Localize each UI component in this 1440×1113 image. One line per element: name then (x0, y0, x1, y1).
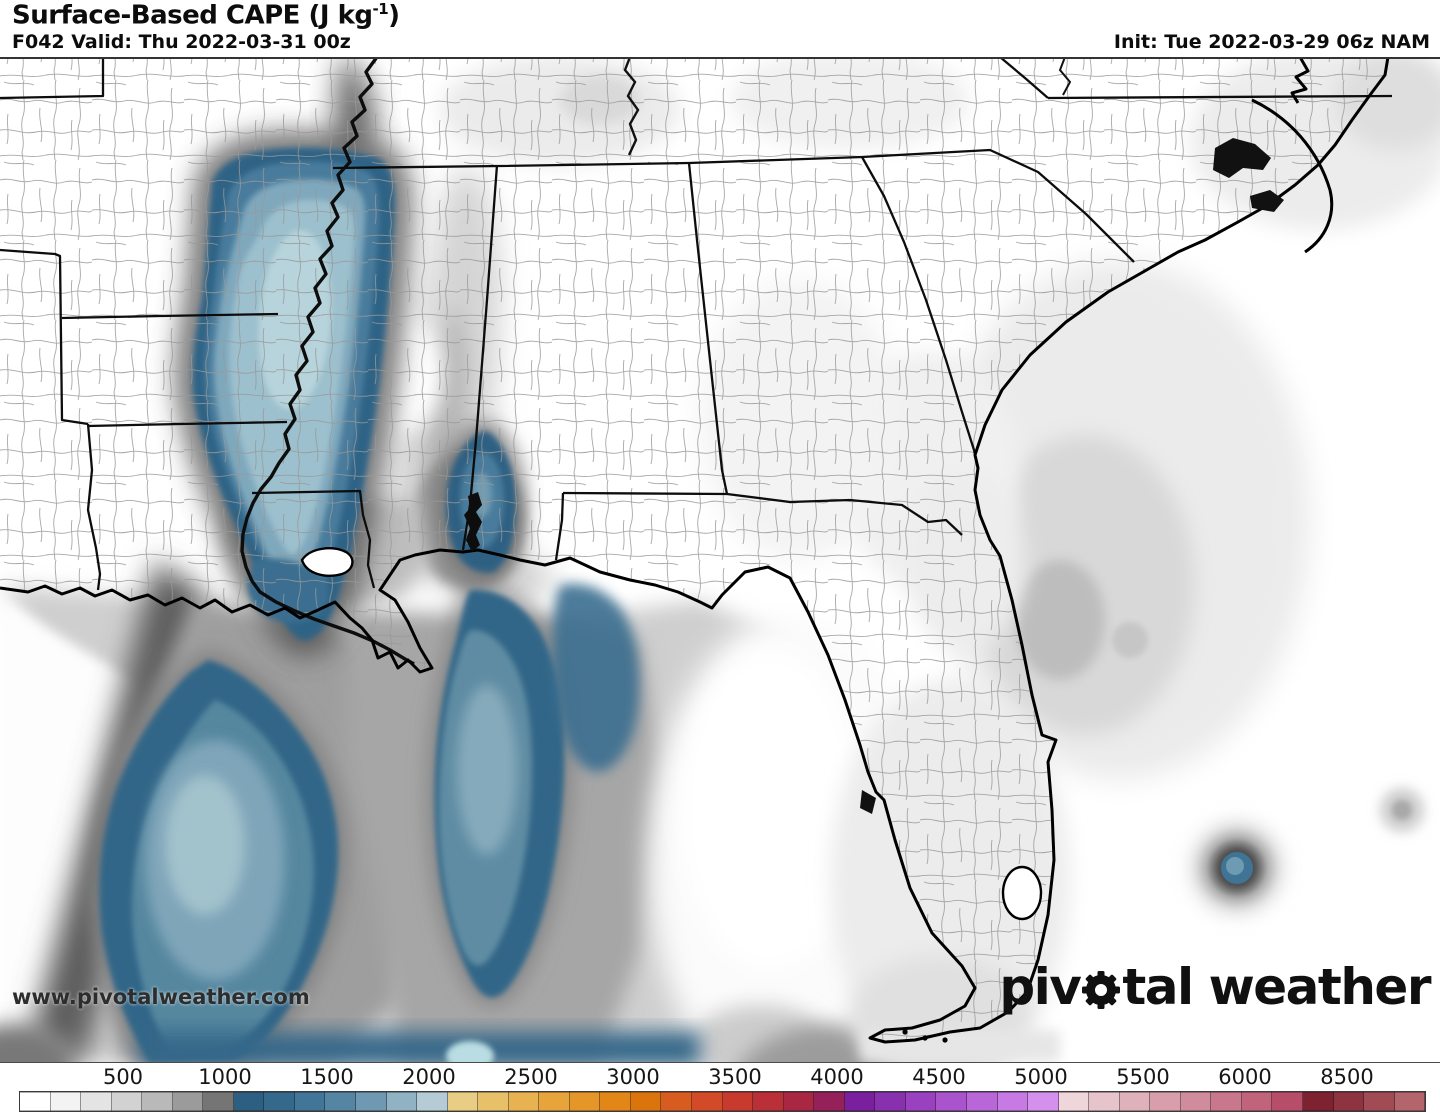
colorbar-segment (692, 1092, 723, 1111)
colorbar-tick-label: 3500 (708, 1065, 762, 1089)
colorbar-segment (966, 1092, 998, 1111)
watermark-url: www.pivotalweather.com (12, 985, 310, 1009)
colorbar-segment (936, 1092, 967, 1111)
colorbar-segment (417, 1092, 448, 1111)
colorbar-segment (264, 1092, 295, 1111)
brand-text-2: tal weather (1122, 958, 1431, 1016)
colorbar-segment (600, 1092, 631, 1111)
colorbar-segment (203, 1092, 234, 1111)
colorbar-tick-label: 1500 (300, 1065, 354, 1089)
mississippi-river (240, 59, 1072, 666)
colorbar-segment (1028, 1092, 1059, 1111)
colorbar-segment (1364, 1092, 1395, 1111)
colorbar-segment (447, 1092, 479, 1111)
colorbar-tick-label: 2000 (402, 1065, 456, 1089)
colorbar-segment (81, 1092, 112, 1111)
colorbar-segment (875, 1092, 906, 1111)
coastline (0, 59, 1390, 1044)
brand-text-1: piv (999, 958, 1082, 1016)
colorbar-tick-label: 2500 (504, 1065, 558, 1089)
weather-map: www.pivotalweather.com piv tal weather (0, 57, 1440, 1062)
colorbar-segment (111, 1092, 143, 1111)
colorbar-tick-label: 1000 (198, 1065, 252, 1089)
colorbar-segment (1058, 1092, 1090, 1111)
colorbar-segment (20, 1092, 51, 1111)
colorbar-segment (356, 1092, 387, 1111)
colorbar-segment (325, 1092, 357, 1111)
tampa-bay (860, 790, 876, 814)
colorbar-tick-label: 4000 (810, 1065, 864, 1089)
colorbar-segment (1180, 1092, 1212, 1111)
colorbar-segment (905, 1092, 937, 1111)
colorbar-segment (722, 1092, 754, 1111)
colorbar-segment (1394, 1092, 1426, 1111)
colorbar-segment (569, 1092, 601, 1111)
colorbar-segment (1302, 1092, 1334, 1111)
colorbar-segment (1241, 1092, 1273, 1111)
colorbar-tick-label: 3000 (606, 1065, 660, 1089)
lake-okeechobee (1001, 865, 1043, 921)
colorbar-segment (539, 1092, 570, 1111)
page-title: Surface-Based CAPE (J kg-1) (12, 0, 400, 31)
colorbar-segment (753, 1092, 784, 1111)
colorbar-segment (661, 1092, 693, 1111)
colorbar-segment (233, 1092, 265, 1111)
colorbar-segment (814, 1092, 845, 1111)
colorbar-tick-labels: 500 1000 1500 2000 2500 3000 3500 4000 4500 5000 5… (0, 1062, 1440, 1093)
mobile-bay (464, 492, 482, 552)
colorbar-segment (1119, 1092, 1151, 1111)
colorbar-segment (1272, 1092, 1303, 1111)
lakes (300, 138, 1284, 1043)
colorbar-tick-label: 4500 (912, 1065, 966, 1089)
colorbar-segment (630, 1092, 662, 1111)
init-time-label: Init: Tue 2022-03-29 06z NAM (1113, 31, 1430, 53)
colorbar-segment (50, 1092, 82, 1111)
colorbar-tick-label: 5500 (1116, 1065, 1170, 1089)
colorbar-segment (508, 1092, 540, 1111)
colorbar-segment (478, 1092, 509, 1111)
colorbar-tick-label: 5000 (1014, 1065, 1068, 1089)
colorbar-segment (997, 1092, 1029, 1111)
colorbar (19, 1091, 1426, 1112)
colorbar-tick-label: 500 (102, 1065, 144, 1089)
brand-logo: piv tal weather (999, 958, 1431, 1016)
colorbar-segment (783, 1092, 815, 1111)
cape-map-svg (0, 59, 1440, 1062)
colorbar-segment (294, 1092, 326, 1111)
colorbar-segment (1333, 1092, 1365, 1111)
header: Surface-Based CAPE (J kg-1) F042 Valid: … (0, 0, 1440, 57)
colorbar-segment (844, 1092, 876, 1111)
colorbar-segment (172, 1092, 204, 1111)
colorbar-tick-label: 6000 (1218, 1065, 1272, 1089)
colorbar-segment (1089, 1092, 1120, 1111)
colorbar-segment (386, 1092, 418, 1111)
valid-time-label: F042 Valid: Thu 2022-03-31 00z (12, 31, 351, 53)
colorbar-segment (1150, 1092, 1181, 1111)
colorbar-segment (142, 1092, 173, 1111)
gear-icon (1081, 970, 1121, 1010)
colorbar-tick-label: 8500 (1320, 1065, 1374, 1089)
colorbar-segment (1211, 1092, 1242, 1111)
